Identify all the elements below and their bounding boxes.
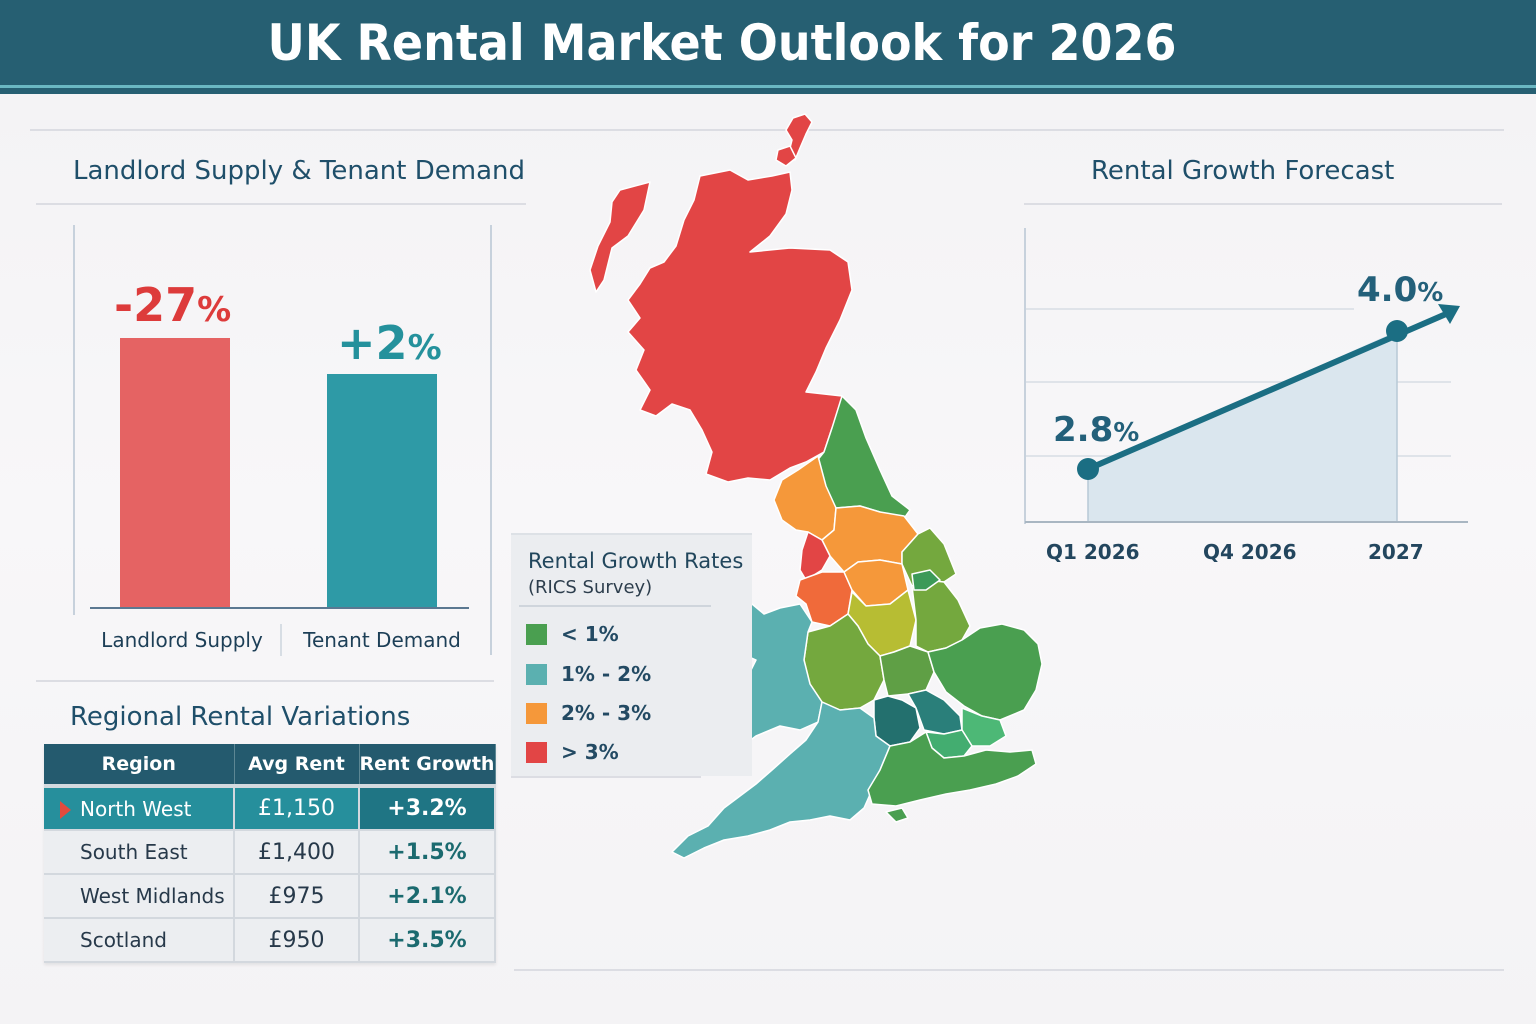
map-region-humber (911, 569, 941, 591)
regional-table: Region Avg Rent Rent Growth North West £… (44, 744, 496, 963)
chart-frame-right (490, 225, 492, 655)
forecast-line-chart: 2.8% 4.0% Q1 2026 Q4 2026 2027 (1020, 220, 1490, 580)
divider (511, 776, 701, 778)
bar-landlord-supply (120, 338, 230, 608)
legend-item: > 3% (526, 740, 619, 764)
x-tick-2027: 2027 (1368, 540, 1424, 564)
table-row[interactable]: South East £1,400 +1.5% (44, 830, 496, 875)
bar-value-tenant-demand: +2% (337, 316, 442, 370)
cell-region: Scotland (44, 918, 235, 963)
bar-value-landlord-supply: -27% (114, 278, 232, 332)
map-region-isle-of-wight (885, 807, 909, 823)
table-row[interactable]: West Midlands £975 +2.1% (44, 874, 496, 919)
legend-item: 2% - 3% (526, 701, 651, 725)
cell-region: West Midlands (44, 874, 235, 919)
divider (30, 129, 1504, 131)
cell-rent-growth: +1.5% (359, 830, 496, 875)
forecast-title: Rental Growth Forecast (1091, 156, 1395, 186)
regional-title: Regional Rental Variations (70, 702, 411, 732)
forecast-plot (1024, 228, 1468, 524)
cell-rent-growth: +3.5% (359, 918, 496, 963)
legend-swatch-teal (526, 663, 547, 685)
x-axis (90, 607, 469, 609)
legend-swatch-red (526, 741, 547, 763)
divider (1024, 203, 1502, 205)
map-region-south-east (867, 731, 1037, 807)
cell-avg-rent: £1,150 (234, 786, 360, 831)
chart-frame-left (73, 225, 75, 615)
divider (36, 680, 494, 682)
forecast-start-value: 2.8% (1053, 410, 1140, 450)
supply-demand-title: Landlord Supply & Tenant Demand (73, 156, 526, 186)
selected-row-arrow-icon (60, 801, 71, 819)
legend-swatch-green (526, 623, 547, 645)
label-separator (280, 624, 282, 656)
forecast-end-value: 4.0% (1357, 270, 1444, 310)
column-header-region[interactable]: Region (44, 744, 235, 788)
map-region-east-of-england (927, 623, 1043, 721)
map-region-scotland (627, 169, 853, 483)
map-region-orkney (775, 145, 797, 167)
label-tenant-demand: Tenant Demand (303, 628, 461, 652)
cell-rent-growth: +3.2% (359, 786, 496, 831)
legend-item: 1% - 2% (526, 662, 651, 686)
column-header-avg-rent[interactable]: Avg Rent (234, 744, 360, 788)
cell-avg-rent: £950 (234, 918, 360, 963)
uk-choropleth-map (589, 113, 1043, 859)
cell-avg-rent: £1,400 (234, 830, 360, 875)
divider (36, 203, 526, 205)
cell-region: South East (44, 830, 235, 875)
legend-subtitle: (RICS Survey) (528, 577, 653, 598)
cell-rent-growth: +2.1% (359, 874, 496, 919)
column-header-rent-growth[interactable]: Rent Growth (359, 744, 496, 788)
cell-avg-rent: £975 (234, 874, 360, 919)
map-region-cumbria (773, 455, 837, 541)
legend-title: Rental Growth Rates (528, 549, 744, 573)
x-tick-q4-2026: Q4 2026 (1203, 540, 1297, 564)
legend-divider (519, 605, 711, 607)
map-region-hebrides (589, 181, 651, 293)
x-tick-q1-2026: Q1 2026 (1046, 540, 1140, 564)
table-header-row: Region Avg Rent Rent Growth (44, 744, 496, 788)
legend-swatch-orange (526, 702, 547, 724)
table-row[interactable]: Scotland £950 +3.5% (44, 918, 496, 963)
map-legend: Rental Growth Rates (RICS Survey) < 1% 1… (511, 533, 752, 776)
legend-item: < 1% (526, 622, 619, 646)
map-region-northern-isles (785, 113, 813, 161)
header-banner: UK Rental Market Outlook for 2026 (0, 0, 1536, 94)
divider (514, 969, 1504, 971)
bar-tenant-demand (327, 374, 437, 608)
cell-region: North West (44, 786, 235, 831)
label-landlord-supply: Landlord Supply (101, 628, 263, 652)
page-title: UK Rental Market Outlook for 2026 (267, 14, 1177, 72)
map-region-northants (879, 645, 935, 697)
table-row[interactable]: North West £1,150 +3.2% (44, 786, 496, 831)
map-region-south-west (671, 701, 891, 859)
